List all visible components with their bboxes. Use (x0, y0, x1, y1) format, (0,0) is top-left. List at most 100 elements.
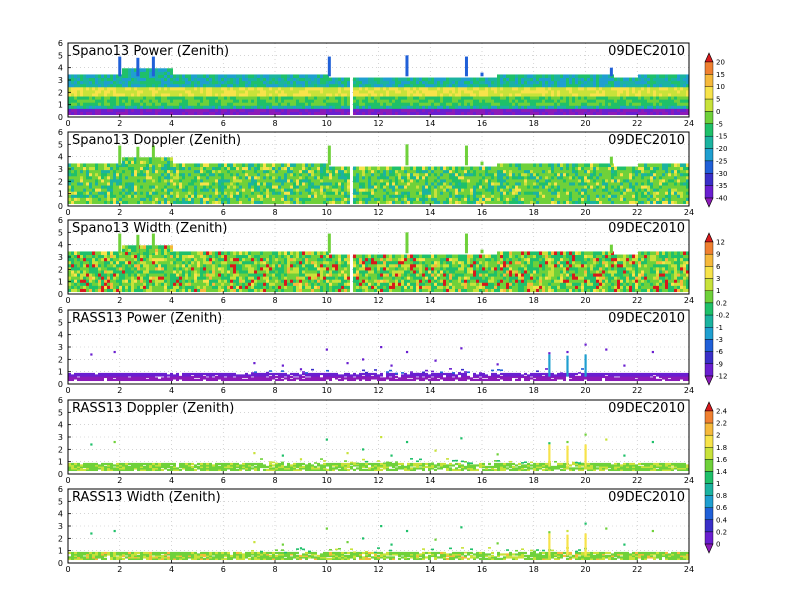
heat-cell (122, 86, 125, 91)
heat-cell (296, 197, 299, 201)
heat-cell (416, 83, 419, 88)
heat-cell (683, 83, 686, 88)
heat-cell (119, 166, 122, 171)
heat-cell (617, 86, 620, 91)
heat-cell (392, 200, 395, 205)
heat-cell (116, 86, 119, 91)
heat-cell (83, 175, 86, 180)
heat-cell (170, 188, 173, 192)
heat-cell (236, 166, 239, 171)
heat-cell (314, 96, 317, 100)
heat-cell (410, 197, 413, 201)
heat-cell (545, 166, 548, 171)
heat-cell (290, 197, 293, 201)
heat-cell (560, 166, 563, 171)
heat-cell (506, 96, 509, 100)
heat-cell (266, 105, 269, 109)
heat-cell (554, 178, 557, 183)
heat-cell (212, 169, 215, 174)
heat-cell (242, 80, 245, 85)
heat-cell (371, 181, 374, 186)
heat-cell (677, 74, 680, 79)
heat-cell (617, 80, 620, 85)
heat-cell (653, 102, 656, 106)
heat-cell (584, 172, 587, 177)
heat-cell (404, 188, 407, 192)
heat-cell (272, 172, 275, 177)
heat-cell (143, 99, 146, 103)
heat-cell (161, 80, 164, 85)
heat-cell (497, 111, 500, 116)
heat-cell (491, 188, 494, 192)
heat-cell (533, 86, 536, 91)
heat-cell (236, 77, 239, 82)
heat-cell (173, 172, 176, 177)
heat-cell (80, 188, 83, 192)
heat-cell (458, 105, 461, 109)
heat-cell (362, 77, 365, 82)
heat-cell (269, 102, 272, 106)
heat-cell (182, 89, 185, 94)
heat-cell (380, 172, 383, 177)
heat-cell (101, 181, 104, 186)
heat-cell (95, 111, 98, 116)
heat-cell (149, 169, 152, 174)
heat-cell (506, 194, 509, 198)
heat-cell (227, 74, 230, 79)
heat-cell (80, 175, 83, 180)
heat-cell (428, 80, 431, 85)
heat-cell (239, 191, 242, 195)
heat-cell (335, 105, 338, 109)
heat-cell (677, 111, 680, 116)
heat-cell (587, 102, 590, 106)
heat-cell (233, 89, 236, 94)
heat-cell (308, 99, 311, 103)
heat-cell (101, 86, 104, 91)
heat-cell (476, 111, 479, 116)
heat-cell (68, 80, 71, 85)
heat-cell (110, 181, 113, 186)
heat-cell (77, 191, 80, 195)
heat-cell (524, 99, 527, 103)
heat-cell (143, 185, 146, 189)
heat-cell (218, 86, 221, 91)
heat-cell (662, 80, 665, 85)
heat-cell (677, 96, 680, 100)
heat-cell (344, 197, 347, 201)
heat-cell (512, 178, 515, 183)
heat-cell (128, 163, 131, 168)
heat-cell (317, 169, 320, 174)
heat-cell (359, 169, 362, 174)
heat-cell (296, 169, 299, 174)
heat-cell (383, 185, 386, 189)
heat-cell (101, 92, 104, 97)
heat-cell (122, 175, 125, 180)
heat-cell (575, 77, 578, 82)
heat-cell (464, 200, 467, 205)
heat-cell (431, 89, 434, 94)
heat-cell (422, 175, 425, 180)
heat-cell (134, 191, 137, 195)
heat-cell (446, 169, 449, 174)
heat-cell (122, 102, 125, 106)
heat-cell (173, 86, 176, 91)
heat-cell (455, 178, 458, 183)
heat-cell (575, 108, 578, 112)
heat-cell (515, 96, 518, 100)
heat-cell (296, 83, 299, 88)
heat-cell (473, 83, 476, 88)
heat-cell (107, 83, 110, 88)
heat-cell (242, 178, 245, 183)
heat-cell (500, 92, 503, 97)
heat-cell (239, 169, 242, 174)
spike-mark (480, 72, 484, 77)
heat-cell (170, 181, 173, 186)
heat-cell (509, 188, 512, 192)
heat-cell (419, 111, 422, 116)
heat-cell (191, 96, 194, 100)
heat-cell (131, 185, 134, 189)
heat-cell (566, 191, 569, 195)
heat-cell (470, 172, 473, 177)
heat-cell (266, 175, 269, 180)
